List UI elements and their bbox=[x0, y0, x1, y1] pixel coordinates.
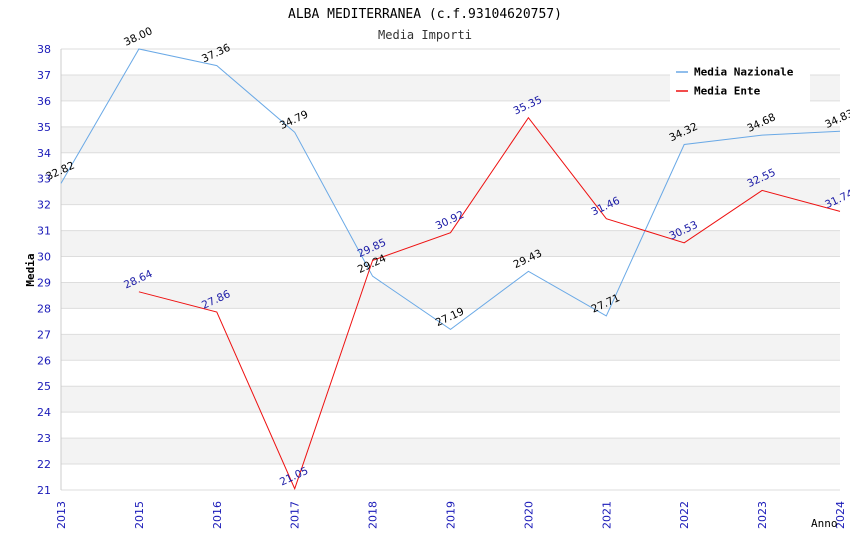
legend-label: Media Nazionale bbox=[694, 66, 794, 79]
y-axis-title: Media bbox=[24, 253, 37, 286]
grid-lines bbox=[60, 48, 840, 491]
plot-band bbox=[61, 256, 840, 283]
plot-band bbox=[61, 334, 840, 361]
x-axis-ticks: 2013 2015 2016 2017 2018 2019 2020 2021 2022 2023… bbox=[55, 501, 847, 529]
x-axis-title: Anno bbox=[811, 517, 838, 530]
plot-band bbox=[61, 438, 840, 465]
y-axis-ticks: 21 22 23 24 25 26 27 28 29 30 31 32 33 34 35 36 37 38 bbox=[37, 43, 51, 497]
x-tick-label: 2021 bbox=[600, 501, 613, 529]
y-tick-label: 36 bbox=[37, 95, 51, 108]
x-tick-label: 2013 bbox=[55, 501, 68, 529]
y-tick-label: 24 bbox=[37, 406, 51, 419]
y-tick-label: 33 bbox=[37, 173, 51, 186]
y-tick-label: 25 bbox=[37, 380, 51, 393]
y-tick-label: 34 bbox=[37, 147, 51, 160]
plot-band bbox=[61, 100, 840, 127]
y-tick-label: 23 bbox=[37, 432, 51, 445]
y-tick-label: 32 bbox=[37, 199, 51, 212]
chart-subtitle: Media Importi bbox=[378, 28, 472, 42]
x-tick-label: 2016 bbox=[211, 501, 224, 529]
y-tick-label: 38 bbox=[37, 43, 51, 56]
x-tick-label: 2019 bbox=[445, 501, 458, 529]
y-tick-label: 28 bbox=[37, 302, 51, 315]
x-tick-label: 2022 bbox=[678, 501, 691, 529]
y-tick-label: 30 bbox=[37, 251, 51, 264]
y-tick-label: 35 bbox=[37, 121, 51, 134]
y-tick-label: 26 bbox=[37, 354, 51, 367]
chart-title: ALBA MEDITERRANEA (c.f.93104620757) bbox=[288, 7, 562, 22]
plot-band bbox=[61, 178, 840, 205]
plot-band bbox=[61, 412, 840, 439]
legend-background bbox=[670, 60, 810, 102]
x-tick-label: 2020 bbox=[522, 501, 535, 529]
plot-bands bbox=[61, 49, 840, 490]
x-tick-label: 2024 bbox=[834, 501, 847, 529]
series-line-media-ente bbox=[138, 116, 841, 491]
plot-band bbox=[61, 126, 840, 153]
y-tick-label: 22 bbox=[37, 458, 51, 471]
plot-band bbox=[61, 308, 840, 335]
plot-band bbox=[61, 360, 840, 387]
y-tick-label: 31 bbox=[37, 225, 51, 238]
x-tick-label: 2015 bbox=[133, 501, 146, 529]
plot-band bbox=[61, 204, 840, 231]
x-tick-label: 2023 bbox=[756, 501, 769, 529]
y-tick-label: 29 bbox=[37, 276, 51, 289]
plot-band bbox=[61, 282, 840, 309]
plot-band bbox=[61, 230, 840, 257]
legend: Media Nazionale Media Ente bbox=[670, 60, 810, 102]
plot-band bbox=[61, 152, 840, 179]
y-tick-label: 27 bbox=[37, 328, 51, 341]
plot-band bbox=[61, 464, 840, 490]
x-tick-label: 2018 bbox=[367, 501, 380, 529]
series-lines bbox=[60, 48, 841, 491]
y-tick-label: 37 bbox=[37, 69, 51, 82]
y-tick-label: 21 bbox=[37, 484, 51, 497]
data-label: 38.00 bbox=[122, 25, 154, 49]
legend-label: Media Ente bbox=[694, 85, 761, 98]
x-tick-label: 2017 bbox=[289, 501, 302, 529]
series-line-media-nazionale bbox=[60, 48, 841, 331]
plot-band bbox=[61, 386, 840, 413]
